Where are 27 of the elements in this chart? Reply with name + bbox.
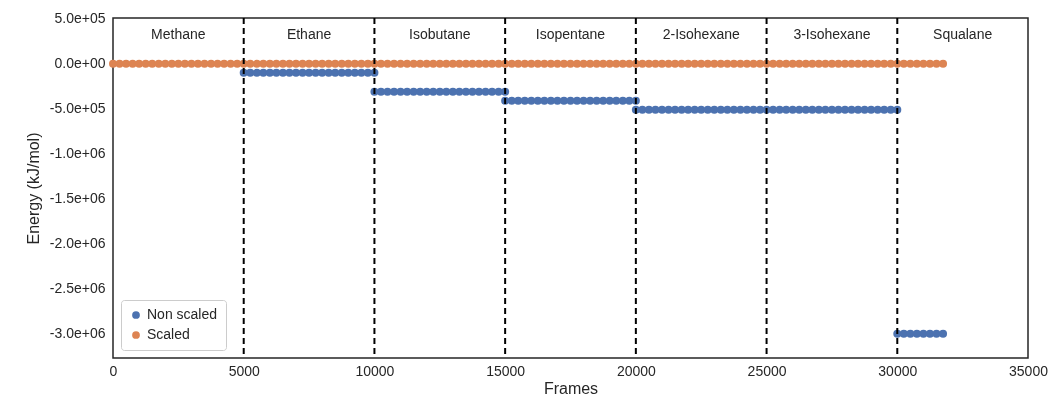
x-tick-label: 10000 — [355, 362, 395, 379]
y-tick-label: -1.0e+06 — [49, 145, 106, 162]
annotation: Ethane — [286, 26, 332, 42]
y-tick-label: 5.0e+05 — [54, 10, 106, 27]
annotation: Isopentane — [535, 26, 606, 42]
annotation: 2-Isohexane — [662, 26, 740, 42]
x-tick-label: 30000 — [878, 362, 918, 379]
x-tick-label: 5000 — [228, 362, 260, 379]
annotation: Squalane — [933, 26, 993, 42]
y-tick-label: -5.0e+05 — [49, 100, 106, 117]
x-tick-label: 25000 — [747, 362, 787, 379]
x-tick-label: 35000 — [1009, 362, 1049, 379]
x-tick-label: 20000 — [616, 362, 657, 379]
annotation: Methane — [151, 26, 206, 42]
x-tick-label: 15000 — [486, 362, 526, 379]
legend-label: Non scaled — [147, 306, 218, 322]
annotation: Isobutane — [409, 26, 471, 42]
y-tick-label: 0.0e+00 — [54, 55, 106, 72]
y-tick-label: -2.5e+06 — [49, 280, 106, 297]
y-tick-label: -2.0e+06 — [49, 235, 106, 252]
x-axis-title: Frames — [543, 379, 599, 397]
y-axis-title: Energy (kJ/mol) — [24, 132, 42, 245]
y-tick-label: -3.0e+06 — [49, 325, 106, 342]
y-tick-label: -1.5e+06 — [49, 190, 106, 207]
legend-label: Scaled — [147, 326, 190, 342]
annotation: 3-Isohexane — [793, 26, 871, 42]
x-tick-label: 0 — [109, 362, 118, 379]
